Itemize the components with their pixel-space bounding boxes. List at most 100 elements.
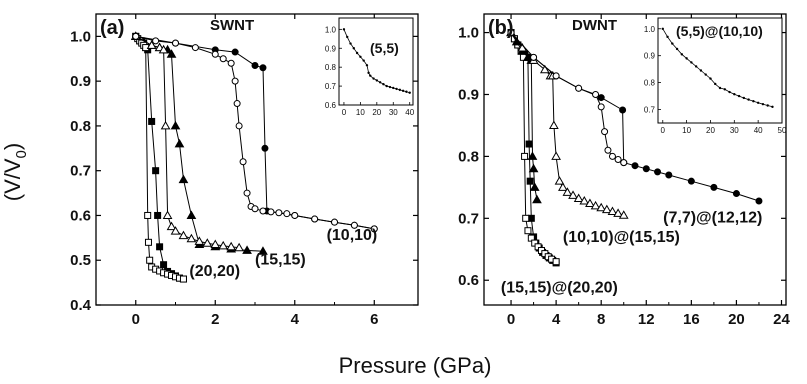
series-annotation: (15,15) — [255, 252, 306, 269]
data-point — [527, 151, 538, 160]
data-point — [166, 49, 177, 58]
x-axis-label: Pressure (GPa) — [339, 353, 492, 378]
inset-plot: 0 10 20 30 40 0.6 0.7 0.8 0.9 1.0 (5,5) — [325, 17, 415, 117]
data-point — [202, 238, 213, 247]
data-point — [152, 37, 160, 45]
series-annotation: (10,10)@(15,15) — [563, 229, 680, 246]
data-point — [568, 190, 578, 199]
data-point — [275, 209, 283, 217]
data-point — [607, 206, 618, 216]
series-line — [135, 35, 240, 249]
inset-data-point — [671, 42, 674, 45]
data-point — [558, 182, 568, 191]
inset-data-point — [382, 82, 385, 86]
y-tick-label: 0.8 — [70, 118, 91, 135]
data-point — [156, 243, 164, 251]
inset-x-tick-label: 10 — [356, 108, 365, 117]
inset-x-tick-label: 40 — [754, 126, 763, 135]
data-point — [239, 158, 247, 166]
data-point — [219, 55, 227, 63]
data-point — [235, 122, 243, 130]
inset-data-point — [728, 90, 731, 94]
data-point — [526, 177, 534, 185]
data-point — [527, 214, 535, 222]
inset-data-point — [392, 86, 395, 90]
x-tick-label: 8 — [597, 311, 605, 328]
data-point — [579, 195, 590, 205]
inset-data-point — [362, 59, 365, 62]
inset-data-point — [723, 88, 726, 91]
inset-data-point — [752, 99, 755, 103]
inset-x-tick-label: 10 — [682, 126, 691, 135]
data-point — [160, 120, 171, 130]
inset-y-tick-label: 1.0 — [644, 25, 656, 34]
data-point — [154, 211, 162, 219]
inset-data-point — [694, 65, 698, 68]
inset-data-point — [733, 92, 736, 96]
data-point — [144, 238, 152, 246]
data-point — [552, 72, 560, 80]
data-point — [562, 187, 573, 196]
inset-data-point — [766, 104, 769, 107]
data-point — [613, 208, 623, 217]
y-tick-label: 0.9 — [458, 86, 479, 103]
data-point — [522, 214, 530, 222]
data-point — [259, 207, 267, 215]
data-point — [618, 210, 629, 219]
inset-data-point — [718, 86, 722, 90]
data-point — [532, 194, 542, 204]
inset-data-point — [704, 73, 707, 76]
inset-data-point — [761, 102, 765, 106]
data-point — [601, 128, 609, 136]
data-point — [231, 77, 239, 85]
data-point — [521, 152, 529, 160]
data-point — [186, 210, 197, 219]
x-tick-label: 4 — [291, 311, 300, 328]
inset-data-point — [675, 47, 679, 51]
data-point — [186, 233, 197, 243]
data-point — [172, 39, 180, 47]
inset-frame — [657, 17, 783, 124]
y-tick-label: 0.5 — [70, 252, 91, 269]
inset-series-line — [343, 29, 410, 94]
inset-data-point — [742, 96, 746, 100]
inset-data-point — [771, 105, 774, 109]
inset-data-point — [375, 79, 379, 82]
series-line — [135, 36, 184, 280]
y-tick-label: 0.4 — [70, 297, 92, 314]
data-point — [575, 84, 583, 92]
inset-data-point — [349, 42, 352, 45]
data-point — [283, 210, 291, 218]
data-point — [170, 120, 181, 130]
data-point — [261, 144, 269, 152]
data-point — [251, 61, 259, 69]
y-tick-label: 1.0 — [458, 25, 479, 42]
inset-data-point — [372, 77, 375, 80]
data-point — [132, 32, 140, 40]
inset-data-point — [756, 101, 760, 105]
data-point — [687, 177, 695, 185]
data-point — [162, 210, 173, 219]
data-point — [211, 50, 219, 58]
data-point — [732, 190, 740, 198]
data-point — [597, 94, 605, 102]
inset-y-tick-label: 0.8 — [325, 63, 337, 72]
y-axis-label: (V/V0) — [0, 143, 30, 201]
data-point — [642, 165, 650, 173]
data-point — [160, 261, 168, 269]
data-point — [144, 211, 152, 219]
inset-data-point — [690, 61, 693, 64]
series-line — [510, 32, 557, 264]
data-point — [614, 156, 622, 163]
inset-data-point — [367, 71, 370, 75]
x-tick-label: 12 — [638, 311, 655, 328]
data-point — [524, 227, 532, 235]
inset-y-tick-label: 0.9 — [644, 52, 656, 61]
series-line — [510, 32, 557, 263]
x-tick-label: 16 — [683, 311, 700, 328]
data-point — [267, 208, 275, 216]
data-point — [291, 211, 299, 219]
inset-data-point — [401, 89, 405, 93]
x-tick-label: 0 — [507, 311, 515, 328]
inset-data-point — [385, 84, 388, 88]
